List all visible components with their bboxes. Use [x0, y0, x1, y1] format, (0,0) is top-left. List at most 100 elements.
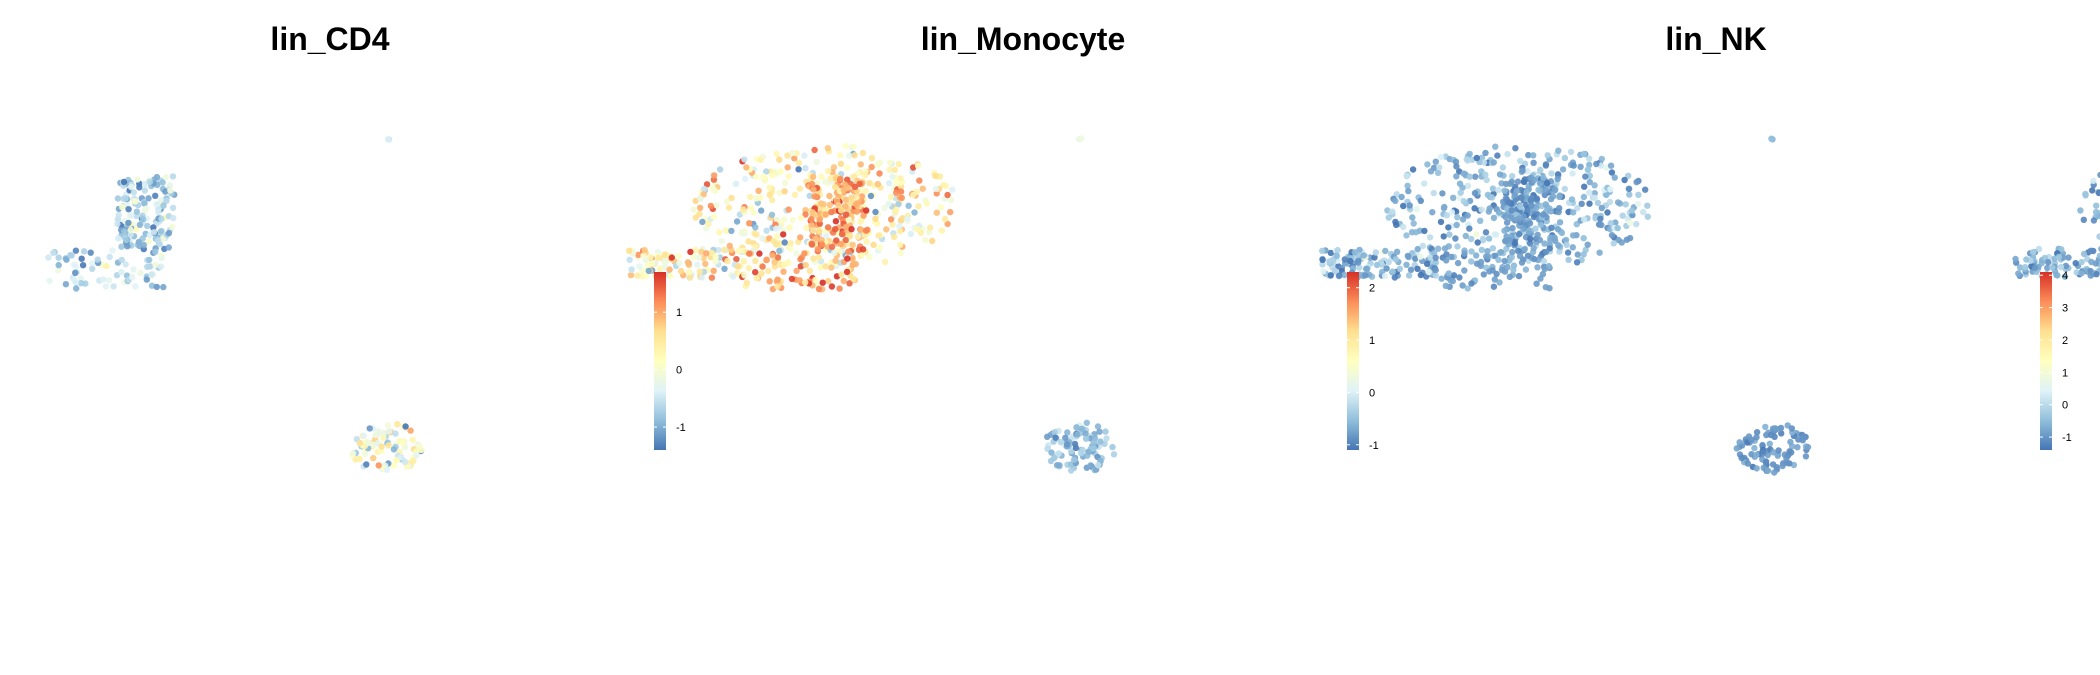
scatter-point — [1466, 150, 1473, 158]
scatter-point — [743, 164, 750, 171]
scatter-point — [1633, 178, 1640, 186]
scatter-point — [356, 455, 363, 462]
scatter-point — [702, 260, 709, 268]
scatter-point — [146, 178, 154, 186]
scatter-point — [862, 171, 869, 179]
scatter-point — [801, 152, 808, 159]
scatter-point — [1514, 178, 1522, 185]
scatter-point — [140, 216, 147, 223]
scatter-point — [1412, 255, 1419, 262]
scatter-point — [1509, 172, 1516, 180]
scatter-point — [875, 232, 882, 239]
scatter-point — [152, 248, 159, 255]
scatter-point — [745, 264, 752, 272]
scatter-point — [825, 167, 832, 175]
scatter-point — [887, 159, 894, 166]
scatter-point — [1586, 189, 1593, 196]
scatter-point — [915, 203, 922, 210]
scatter-point — [1441, 203, 1448, 211]
scatter-point — [840, 277, 847, 285]
scatter-point — [2090, 177, 2097, 185]
scatter-point — [1563, 241, 1570, 248]
scatter-point — [1621, 176, 1628, 184]
panel-lin-nk: lin_NK 4 3 2 1 0 -1 — [1431, 21, 2100, 476]
scatter-point — [1468, 258, 1475, 265]
scatter-point — [1561, 185, 1568, 193]
scatter-point — [733, 218, 741, 225]
scatter-point — [809, 209, 816, 216]
scatter-point — [169, 223, 176, 230]
scatter-point — [144, 222, 151, 230]
scatter-point — [1764, 467, 1772, 474]
scatter-point — [122, 195, 129, 202]
scatter-point — [1771, 425, 1779, 432]
scatter-point — [642, 272, 650, 280]
scatter-point — [153, 173, 161, 181]
scatter-point — [1569, 232, 1577, 239]
scatter-point — [1537, 166, 1544, 174]
scatter-point — [814, 179, 821, 187]
scatter-point — [808, 215, 815, 223]
scatter-point — [1584, 241, 1591, 248]
scatter-point — [1456, 194, 1463, 201]
scatter-point — [780, 216, 788, 223]
scatter-point — [886, 166, 893, 173]
scatter-point — [1094, 423, 1102, 430]
scatter-point — [797, 214, 805, 222]
scatter-point — [793, 267, 800, 275]
scatter-point — [940, 181, 947, 189]
scatter-point — [1515, 272, 1523, 280]
scatter-point — [692, 197, 699, 205]
scatter-point — [686, 274, 694, 281]
scatter-point — [1622, 201, 1629, 208]
scatter-point — [55, 254, 62, 261]
scatter-point — [155, 209, 162, 216]
scatter-point — [125, 219, 132, 227]
scatter-point — [1543, 180, 1551, 187]
scatter-point — [819, 279, 826, 286]
scatter-point — [160, 202, 167, 209]
scatter-point — [791, 155, 798, 162]
scatter-point — [89, 265, 96, 272]
scatter-point — [1439, 190, 1446, 197]
scatter-point — [1544, 152, 1551, 159]
scatter-point — [87, 249, 94, 256]
scatter-point — [133, 226, 140, 233]
scatter-point — [1400, 223, 1407, 231]
scatter-point — [1489, 245, 1497, 252]
scatter-point — [1456, 274, 1463, 281]
scatter-point — [1565, 208, 1572, 216]
scatter-point — [766, 191, 773, 199]
scatter-point — [162, 173, 170, 181]
scatter-point — [821, 178, 829, 185]
scatter-points — [45, 136, 956, 473]
scatter-point — [1466, 173, 1473, 180]
scatter-point — [1403, 232, 1410, 239]
scatter-point — [127, 231, 134, 238]
scatter-point — [1109, 443, 1116, 451]
scatter-point — [907, 230, 914, 238]
scatter-point — [787, 245, 794, 253]
scatter-point — [823, 232, 830, 239]
scatter-point — [1421, 180, 1428, 187]
scatter-point — [1633, 220, 1640, 228]
scatter-point — [1484, 248, 1491, 255]
scatter-point — [791, 191, 799, 198]
scatter-point — [1403, 261, 1410, 268]
scatter-point — [656, 265, 664, 272]
scatter-point — [1426, 234, 1434, 241]
scatter-point — [1096, 428, 1103, 435]
scatter-point — [786, 224, 793, 231]
scatter-point — [858, 226, 865, 233]
scatter-point — [1509, 224, 1516, 232]
scatter-point — [1604, 209, 1611, 216]
scatter-point — [45, 254, 52, 261]
scatter-point — [2062, 262, 2070, 270]
scatter-point — [142, 205, 150, 212]
scatter-point — [1408, 229, 1416, 236]
scatter-point — [141, 200, 148, 207]
scatter-point — [752, 224, 759, 231]
scatter-point — [409, 436, 416, 444]
scatter-point — [384, 136, 392, 143]
scatter-point — [1592, 215, 1599, 222]
